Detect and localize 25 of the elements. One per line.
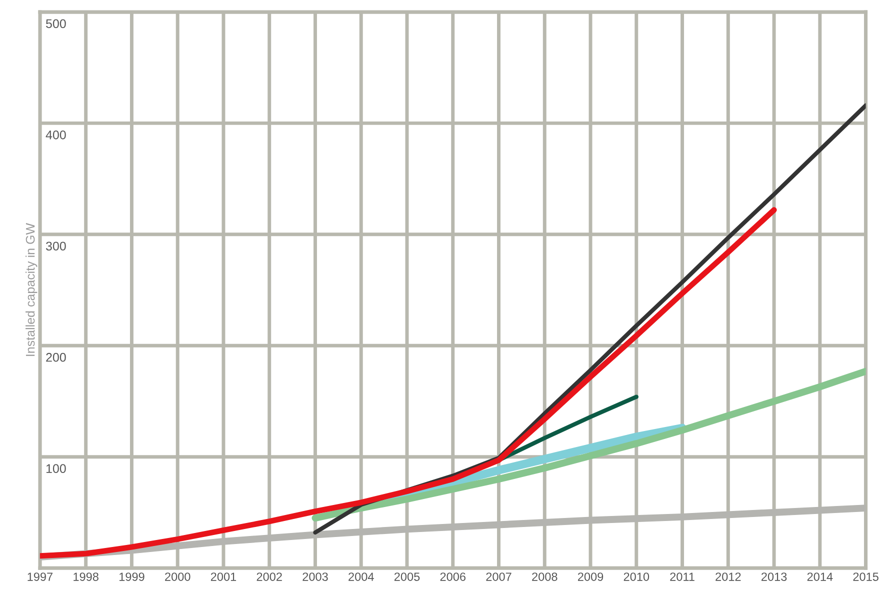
x-tick-label: 2011 xyxy=(670,572,694,581)
x-tick-label: 2007 xyxy=(486,572,512,581)
x-tick-label: 2004 xyxy=(348,572,374,581)
x-tick-label: 2009 xyxy=(578,572,604,581)
x-tick-label: 2013 xyxy=(762,572,787,581)
x-tick-label: 1997 xyxy=(28,572,52,581)
x-tick-label: 2005 xyxy=(394,572,420,581)
y-tick-label: 300 xyxy=(46,242,66,251)
x-tick-label: 2010 xyxy=(624,572,650,581)
x-tick-label: 2006 xyxy=(440,572,466,581)
x-tick-label: 2001 xyxy=(210,572,236,581)
x-tick-label: 1998 xyxy=(74,572,98,581)
y-tick-label: 500 xyxy=(46,19,66,28)
y-axis-title: Installed capacity in GW xyxy=(26,223,38,356)
y-tick-label: 400 xyxy=(46,130,66,140)
x-tick-label: 2003 xyxy=(302,572,328,581)
x-tick-label: 2012 xyxy=(716,572,741,581)
x-tick-label: 2008 xyxy=(532,572,558,581)
x-tick-label: 2014 xyxy=(807,572,833,581)
x-tick-label: 2015 xyxy=(853,572,878,581)
x-tick-label: 2000 xyxy=(165,572,190,581)
x-tick-label: 1999 xyxy=(119,572,144,581)
y-tick-label: 100 xyxy=(46,464,66,473)
y-tick-label: 200 xyxy=(46,352,66,362)
x-tick-label: 2002 xyxy=(256,572,282,581)
